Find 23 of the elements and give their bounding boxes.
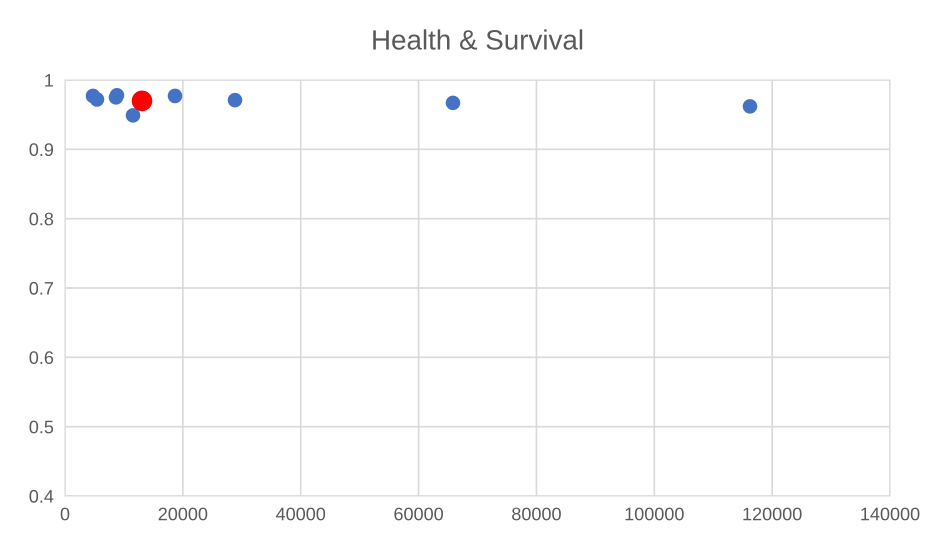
x-tick-label: 20000 <box>158 508 208 520</box>
point <box>168 88 182 104</box>
y-tick-label: 0.7 <box>29 282 53 295</box>
y-tick-label: 1 <box>45 74 54 87</box>
y-tick-label: 0.6 <box>29 351 54 364</box>
x-tick-label: 140000 <box>861 508 920 520</box>
chart-title: Health & Survival <box>373 29 582 50</box>
x-tick-label: 120000 <box>743 508 802 520</box>
point <box>132 90 152 112</box>
point <box>90 92 104 107</box>
x-tick-label: 60000 <box>394 508 443 520</box>
point <box>228 92 242 108</box>
y-tick-label: 0.8 <box>29 212 54 226</box>
x-tick-label: 80000 <box>512 508 561 520</box>
point <box>446 96 460 110</box>
point <box>126 108 140 123</box>
point <box>742 99 758 114</box>
y-tick-label: 0.9 <box>29 143 54 156</box>
y-tick-label: 0.4 <box>29 490 54 503</box>
y-tick-label: 0.5 <box>29 420 54 434</box>
x-tick-label: 40000 <box>276 508 326 520</box>
x-tick-label: 100000 <box>626 508 684 520</box>
x-tick-label: 0 <box>60 508 70 520</box>
